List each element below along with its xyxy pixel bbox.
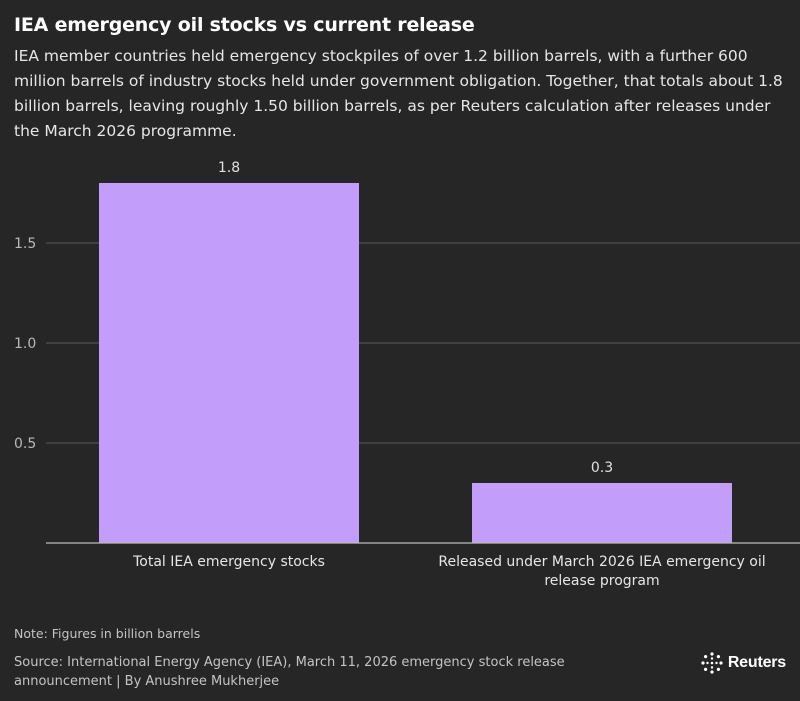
bar-chart: 0.5 1.0 1.5 1.8 Total IEA emergency stocks 0.… — [14, 160, 800, 589]
y-tick-label: 1.5 — [14, 236, 36, 252]
logo-text: Reuters — [727, 654, 786, 671]
data-label: 1.8 — [218, 160, 240, 176]
x-tick-label: Released under March 2026 IEA emergency … — [438, 554, 765, 570]
y-tick-label: 0.5 — [14, 436, 36, 452]
data-label: 0.3 — [591, 460, 613, 476]
bar — [472, 483, 732, 543]
reuters-dot-ring-icon — [701, 652, 723, 674]
reuters-logo: Reuters — [701, 652, 786, 674]
x-tick-label: Total IEA emergency stocks — [132, 554, 325, 570]
bar — [99, 183, 359, 543]
chart-title: IEA emergency oil stocks vs current rele… — [14, 14, 475, 36]
chart-subtitle: IEA member countries held emergency stoc… — [14, 47, 783, 140]
y-tick-label: 1.0 — [14, 336, 36, 352]
chart-source: Source: International Energy Agency (IEA… — [14, 655, 565, 689]
x-tick-label: release program — [544, 573, 659, 589]
chart-note: Note: Figures in billion barrels — [14, 626, 201, 641]
